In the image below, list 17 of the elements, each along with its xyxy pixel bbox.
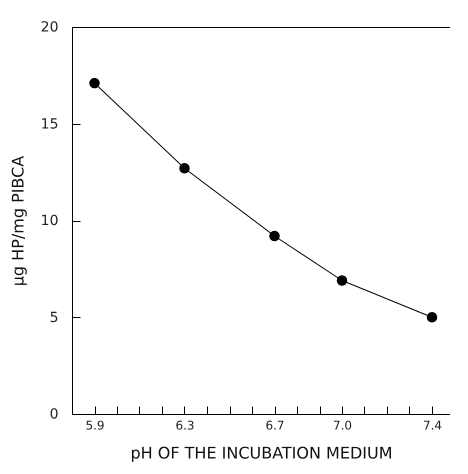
y-tick-label: 20 <box>40 20 58 36</box>
point <box>426 312 438 322</box>
y-tick-label: 15 <box>40 116 58 132</box>
y-tick-label: 0 <box>50 406 58 422</box>
point <box>89 78 100 88</box>
x-tick-label: 6.3 <box>175 418 195 432</box>
x-axis-title: pH OF THE INCUBATION MEDIUM <box>130 444 393 462</box>
y-tick-label: 10 <box>40 213 58 229</box>
x-tick-label: 7.4 <box>422 418 442 432</box>
point <box>269 230 280 242</box>
point <box>179 163 190 174</box>
point <box>336 275 348 286</box>
y-tick-label: 5 <box>50 310 58 326</box>
x-tick-label: 7.0 <box>332 418 352 432</box>
x-tick-label: 5.9 <box>85 418 105 432</box>
x-tick-label: 6.7 <box>265 418 285 432</box>
y-axis-title: μg HP/mg PIBCA <box>8 156 28 286</box>
